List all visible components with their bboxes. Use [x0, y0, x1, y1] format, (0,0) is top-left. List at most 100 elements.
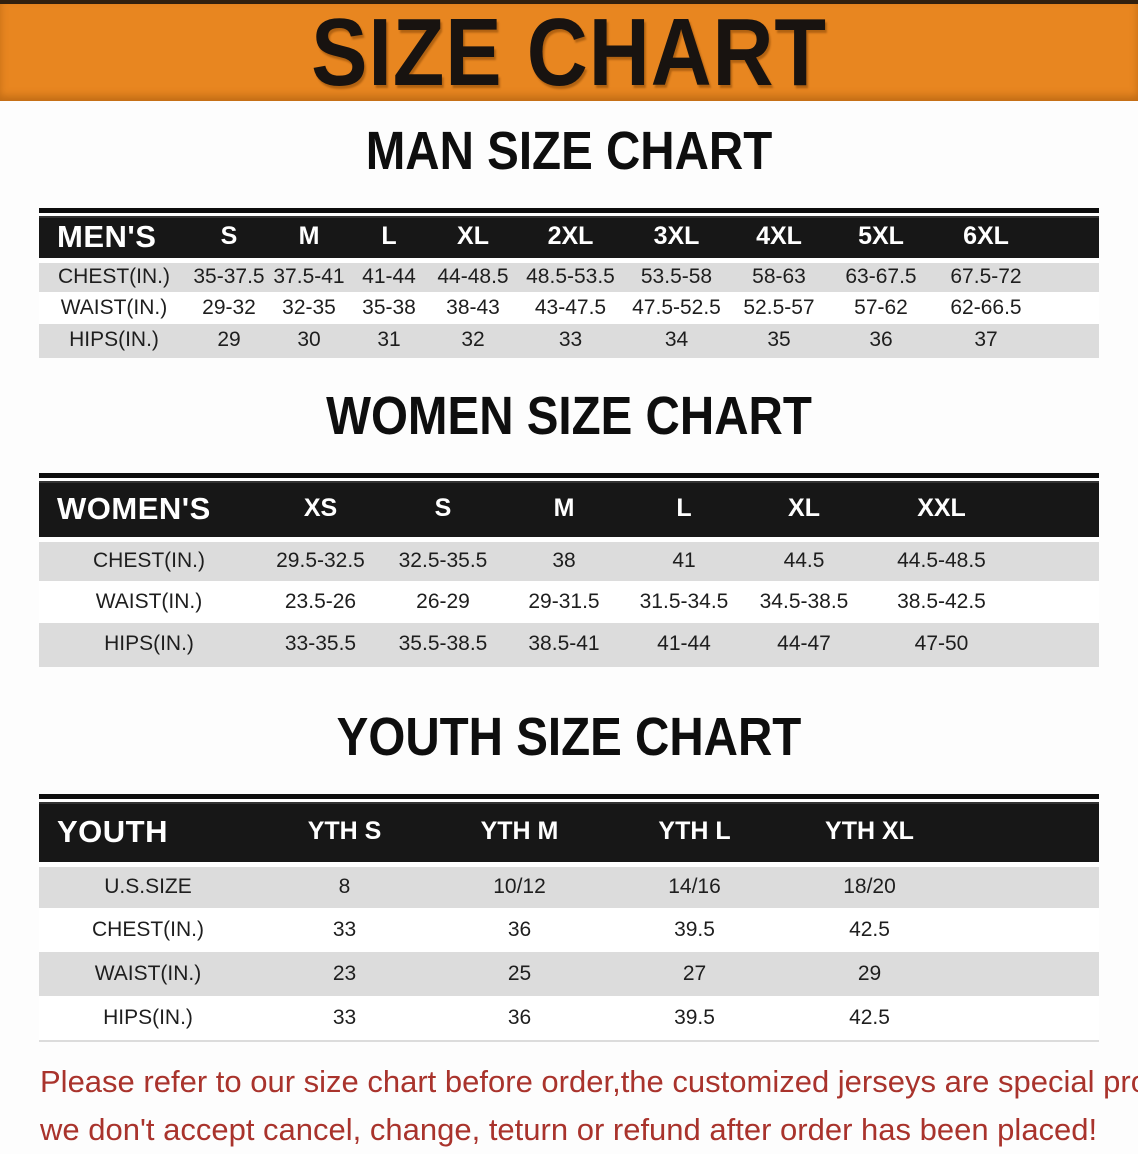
size-value-cell: 23 [332, 962, 357, 985]
man-size-chart-heading: MAN SIZE CHART [365, 121, 773, 181]
size-column-header: 4XL [729, 216, 829, 260]
size-column-header: M [269, 216, 349, 260]
row-label-cell: CHEST(IN.) [39, 257, 189, 292]
spacer-cell [957, 861, 1099, 908]
women-size-chart-heading: WOMEN SIZE CHART [326, 386, 812, 446]
men-size-table: MEN'S S M L XL 2XL 3XL 4XL 5XL 6XL CHEST(IN.) 35-37… [39, 216, 1099, 356]
size-value-cell: 39.5 [674, 1006, 715, 1029]
size-value-cell: 38 [504, 536, 624, 581]
size-value-cell: 44-48.5 [429, 257, 517, 292]
spacer-cell [957, 802, 1099, 864]
size-value-cell: 36 [507, 918, 532, 941]
women-size-table-wrap: WOMEN'S XS S M L XL XXL CHEST(IN.) 29.5-32.5 32.5… [39, 473, 1099, 667]
size-value-cell: 18/20 [782, 861, 957, 908]
size-value-cell: 41 [624, 536, 744, 581]
row-label-cell: WAIST(IN.) [94, 962, 202, 985]
measurement-row: HIPS(IN.) 33 36 39.5 42.5 [39, 996, 1099, 1040]
size-value-cell: 63-67.5 [829, 257, 933, 292]
size-value-cell: 41-44 [657, 632, 711, 655]
size-column-header: YTH L [607, 802, 782, 864]
spacer-cell [1019, 623, 1099, 665]
size-value-cell: 31.5-34.5 [639, 590, 729, 613]
size-column-header: S [189, 216, 269, 260]
notice-line-1: Please refer to our size chart before or… [40, 1064, 1138, 1099]
banner: SIZE CHART [0, 0, 1138, 106]
measurement-row: CHEST(IN.) 33 36 39.5 42.5 [39, 908, 1099, 952]
measurement-row: U.S.SIZE 8 10/12 14/16 18/20 [39, 861, 1099, 908]
youth-size-chart-section: YOUTH SIZE CHART YOUTH YTH S YTH M YTH L YTH… [0, 709, 1138, 1042]
row-label-cell: WAIST(IN.) [95, 590, 203, 613]
size-value-cell: 37 [974, 328, 998, 351]
size-column-header: 6XL [933, 216, 1039, 260]
size-value-cell: 57-62 [854, 296, 908, 319]
size-value-cell: 38.5-41 [528, 632, 600, 655]
spacer-cell [1039, 216, 1099, 260]
measurement-row: WAIST(IN.) 23.5-26 26-29 29-31.5 31.5-34.5 34… [39, 581, 1099, 623]
man-size-chart-section: MAN SIZE CHART MEN'S S M L XL 2XL 3XL 4XL 5XL 6XL… [0, 123, 1138, 358]
size-column-header: YTH XL [782, 802, 957, 864]
spacer-cell [957, 952, 1099, 996]
spacer-cell [1019, 581, 1099, 623]
men-table-title-cell: MEN'S [39, 216, 189, 260]
size-column-header: 2XL [517, 216, 624, 260]
size-value-cell: 62-66.5 [950, 296, 1022, 319]
size-value-cell: 47.5-52.5 [632, 296, 721, 319]
youth-size-chart-heading: YOUTH SIZE CHART [336, 707, 802, 767]
youth-table-title-cell: YOUTH [39, 802, 257, 864]
size-value-cell: 29 [217, 328, 241, 351]
row-label-cell: HIPS(IN.) [104, 632, 194, 655]
youth-size-table: YOUTH YTH S YTH M YTH L YTH XL U.S.SIZE 8 10/12… [39, 802, 1099, 1040]
size-value-cell: 36 [869, 328, 893, 351]
size-column-header: M [504, 481, 624, 539]
size-column-header: 3XL [624, 216, 729, 260]
size-value-cell: 25 [507, 962, 532, 985]
measurement-row: CHEST(IN.) 35-37.5 37.5-41 41-44 44-48.5 48.5… [39, 257, 1099, 292]
size-value-cell: 35 [767, 328, 791, 351]
size-value-cell: 33 [332, 918, 357, 941]
size-value-cell: 10/12 [432, 861, 607, 908]
size-column-header: YTH S [257, 802, 432, 864]
size-value-cell: 29 [857, 962, 882, 985]
men-size-table-wrap: MEN'S S M L XL 2XL 3XL 4XL 5XL 6XL CHEST(IN.) 35-37… [39, 208, 1099, 358]
women-size-table: WOMEN'S XS S M L XL XXL CHEST(IN.) 29.5-32.5 32.5… [39, 481, 1099, 665]
measurement-row: HIPS(IN.) 29 30 31 32 33 34 35 36 37 [39, 324, 1099, 356]
size-value-cell: 33 [558, 328, 583, 351]
size-value-cell: 32.5-35.5 [382, 536, 504, 581]
size-value-cell: 41-44 [349, 257, 429, 292]
size-value-cell: 29-32 [202, 296, 256, 319]
women-table-title-cell: WOMEN'S [39, 481, 259, 539]
size-value-cell: 27 [682, 962, 707, 985]
size-value-cell: 38.5-42.5 [897, 590, 986, 613]
size-column-header: S [382, 481, 504, 539]
size-column-header: YTH M [432, 802, 607, 864]
order-notice: Please refer to our size chart before or… [40, 1058, 1138, 1154]
size-value-cell: 53.5-58 [624, 257, 729, 292]
row-label-cell: CHEST(IN.) [39, 536, 259, 581]
size-value-cell: 67.5-72 [933, 257, 1039, 292]
size-value-cell: 29-31.5 [528, 590, 600, 613]
size-value-cell: 35.5-38.5 [398, 632, 488, 655]
size-value-cell: 52.5-57 [743, 296, 815, 319]
size-value-cell: 35-37.5 [189, 257, 269, 292]
size-value-cell: 29.5-32.5 [259, 536, 382, 581]
measurement-row: WAIST(IN.) 23 25 27 29 [39, 952, 1099, 996]
spacer-cell [957, 908, 1099, 952]
spacer-cell [1039, 257, 1099, 292]
size-value-cell: 34.5-38.5 [759, 590, 849, 613]
size-value-cell: 34 [664, 328, 689, 351]
size-value-cell: 48.5-53.5 [517, 257, 624, 292]
size-value-cell: 26-29 [416, 590, 470, 613]
size-column-header: L [349, 216, 429, 260]
size-column-header: XL [429, 216, 517, 260]
size-value-cell: 44.5 [744, 536, 864, 581]
size-value-cell: 23.5-26 [284, 590, 357, 613]
size-value-cell: 8 [257, 861, 432, 908]
spacer-cell [1039, 324, 1099, 356]
size-column-header: XL [744, 481, 864, 539]
size-value-cell: 37.5-41 [269, 257, 349, 292]
row-label-cell: CHEST(IN.) [92, 918, 204, 941]
size-value-cell: 43-47.5 [534, 296, 607, 319]
size-column-header: L [624, 481, 744, 539]
size-column-header: 5XL [829, 216, 933, 260]
